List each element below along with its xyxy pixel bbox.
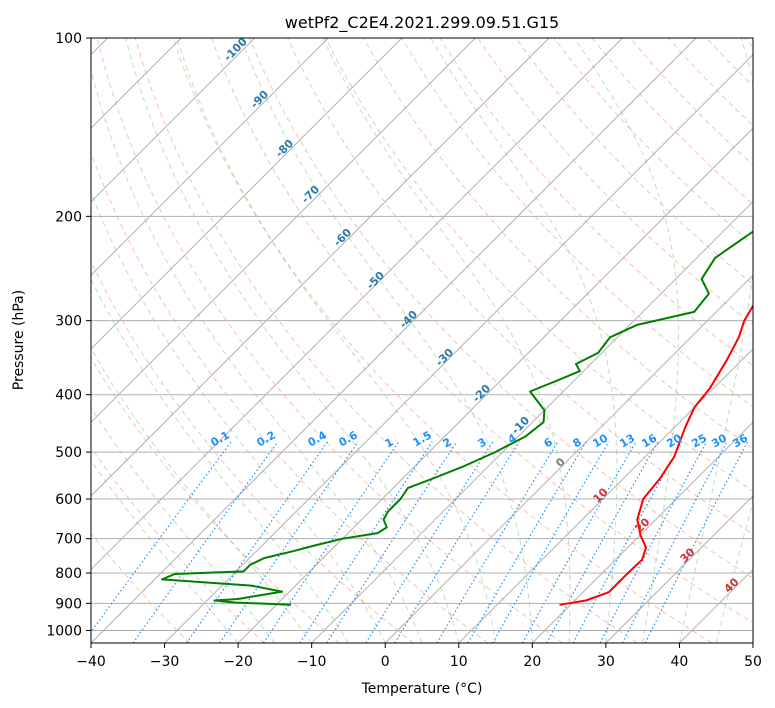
- moist-adiabat-line: [240, 38, 533, 643]
- isotherm-gridline: [91, 38, 329, 276]
- x-tick-label: 10: [450, 654, 468, 670]
- moist-adiabat-line: [91, 67, 423, 643]
- mixing-ratio-line: [91, 441, 232, 633]
- isotherm-gridline: [91, 38, 403, 350]
- isotherm-gridline: [91, 38, 550, 497]
- mixing-ratio-line: [622, 441, 728, 643]
- dry-adiabat-line: [515, 38, 753, 285]
- moist-adiabat-line: [574, 38, 679, 643]
- moist-adiabat-line: [430, 38, 618, 643]
- plot-area: [91, 38, 753, 643]
- data-layer: [161, 230, 753, 606]
- dry-adiabat-line: [591, 38, 753, 205]
- y-tick-label: 500: [55, 445, 82, 461]
- moist-adiabat-line: [91, 406, 276, 643]
- temperature-line: [559, 303, 753, 606]
- mixing-ratio-line: [132, 441, 279, 643]
- x-tick-label: −40: [76, 654, 106, 670]
- x-tick-label: −30: [150, 654, 180, 670]
- mixing-ratio-line: [467, 441, 587, 643]
- mixing-ratio-line: [599, 441, 708, 643]
- mixing-ratio-line: [521, 441, 637, 643]
- y-tick-label: 600: [55, 492, 82, 508]
- moist-adiabat-line: [176, 38, 497, 643]
- dry-adiabat-line: [248, 38, 753, 579]
- dry-adiabat-line: [91, 532, 191, 643]
- x-tick-label: 20: [523, 654, 541, 670]
- dry-adiabat-line: [287, 38, 753, 535]
- moist-adiabat-line: [91, 277, 349, 643]
- y-axis: 100 200 300 400 500 600 700 800 900 1000: [46, 31, 91, 639]
- mixing-ratio-line: [186, 441, 329, 643]
- isotherm-gridline: [458, 348, 753, 643]
- y-tick-label: 800: [55, 566, 82, 582]
- dry-adiabat-line: [325, 38, 753, 492]
- chart-title: wetPf2_C2E4.2021.299.09.51.G15: [285, 13, 559, 33]
- mixing-ratio-line: [644, 441, 749, 643]
- plot-frame: [90, 37, 754, 644]
- moist-adiabat-line: [322, 38, 571, 643]
- x-tick-label: −10: [297, 654, 327, 670]
- x-tick-label: −20: [223, 654, 253, 670]
- y-tick-label: 200: [55, 209, 82, 225]
- mixing-ratio-line: [394, 441, 520, 643]
- dry-adiabat-line: [134, 38, 638, 643]
- moist-adiabat-line: [91, 191, 386, 643]
- moist-adiabat-line: [91, 459, 239, 643]
- y-tick-label: 400: [55, 388, 82, 404]
- isotherm-gridline: [605, 495, 753, 643]
- y-tick-label: 100: [55, 31, 82, 47]
- x-axis: −40 −30 −20 −10 0 10 20 30 40 50: [76, 643, 762, 670]
- isotherm-gridline: [91, 38, 256, 203]
- x-tick-label: 50: [744, 654, 762, 670]
- dry-adiabat-line: [91, 260, 414, 643]
- x-tick-label: 30: [597, 654, 615, 670]
- isotherm-gridline: [237, 127, 753, 643]
- y-axis-label: Pressure (hPa): [11, 290, 27, 390]
- mixing-ratio-line: [219, 441, 359, 643]
- moist-adiabat-line: [125, 38, 460, 643]
- y-tick-label: 900: [55, 596, 82, 612]
- x-tick-label: 40: [671, 654, 689, 670]
- isotherm-gridline: [164, 53, 753, 643]
- dry-adiabat-line: [210, 38, 753, 624]
- dry-adiabat-line: [363, 38, 753, 450]
- dry-adiabat-line: [439, 38, 753, 367]
- moist-adiabat-line: [91, 347, 313, 643]
- dry-adiabat-line: [96, 38, 563, 643]
- y-tick-label: 1000: [46, 623, 82, 639]
- y-tick-label: 700: [55, 532, 82, 548]
- isotherm-gridline: [384, 274, 753, 643]
- x-tick-label: 0: [381, 654, 390, 670]
- isotherm-gridline: [531, 421, 753, 643]
- dewpoint-line: [161, 230, 753, 606]
- isotherm-gridline: [91, 38, 476, 424]
- y-tick-label: 300: [55, 314, 82, 330]
- dry-adiabat-line: [553, 38, 753, 245]
- mixing-ratio-line: [436, 441, 559, 643]
- isotherm-gridline: [91, 38, 623, 571]
- mixing-ratio-line: [299, 441, 433, 643]
- x-axis-label: Temperature (°C): [361, 681, 483, 697]
- dry-adiabat-line: [401, 38, 753, 408]
